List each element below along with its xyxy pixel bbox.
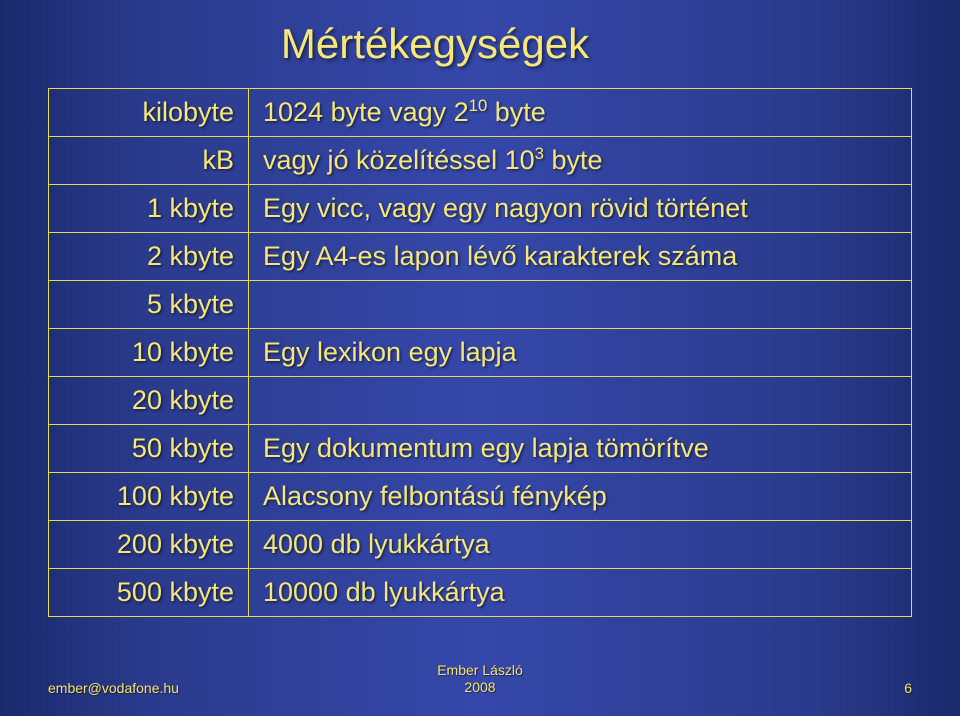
unit-cell: 20 kbyte [49,377,249,425]
unit-cell: 5 kbyte [49,281,249,329]
desc-text-pre: 10000 db lyukkártya [263,577,505,607]
unit-cell: kilobyte [49,89,249,137]
unit-cell: 500 kbyte [49,569,249,617]
desc-text-pre: Egy lexikon egy lapja [263,337,517,367]
footer-author-year: 2008 [464,679,495,695]
desc-text-superscript: 10 [469,96,488,115]
units-tbody: kilobyte1024 byte vagy 210 bytekBvagy jó… [49,89,912,617]
table-row: 2 kbyte Egy A4-es lapon lévő karakterek s… [49,233,912,281]
table-row: 200 kbyte 4000 db lyukkártya [49,521,912,569]
table-row: 5 kbyte [49,281,912,329]
table-row: 20 kbyte [49,377,912,425]
table-row: 50 kbyte Egy dokumentum egy lapja tömörít… [49,425,912,473]
table-row: 10 kbyte Egy lexikon egy lapja [49,329,912,377]
footer-author: Ember László 2008 [0,662,960,696]
units-table: kilobyte1024 byte vagy 210 bytekBvagy jó… [48,88,912,617]
description-cell: Egy vicc, vagy egy nagyon rövid történet [249,185,912,233]
description-cell: Egy dokumentum egy lapja tömörítve [249,425,912,473]
table-row: kBvagy jó közelítéssel 103 byte [49,137,912,185]
desc-text-pre: Egy A4-es lapon lévő karakterek száma [263,241,737,271]
unit-cell: 1 kbyte [49,185,249,233]
description-cell: Egy lexikon egy lapja [249,329,912,377]
unit-cell: 100 kbyte [49,473,249,521]
desc-text-pre: Egy dokumentum egy lapja tömörítve [263,433,709,463]
table-row: 1 kbyte Egy vicc, vagy egy nagyon rövid t… [49,185,912,233]
unit-cell: kB [49,137,249,185]
description-cell [249,281,912,329]
desc-text-post: byte [487,97,546,127]
desc-text-pre: vagy jó közelítéssel 10 [263,145,535,175]
table-row: kilobyte1024 byte vagy 210 byte [49,89,912,137]
desc-text-pre: Alacsony felbontású fénykép [263,481,607,511]
slide: Mértékegységek kilobyte1024 byte vagy 21… [0,0,960,716]
desc-text-pre: 4000 db lyukkártya [263,529,490,559]
unit-cell: 2 kbyte [49,233,249,281]
unit-cell: 50 kbyte [49,425,249,473]
unit-cell: 10 kbyte [49,329,249,377]
footer-author-name: Ember László [437,662,523,678]
table-row: 500 kbyte 10000 db lyukkártya [49,569,912,617]
footer-page-number: 6 [904,680,912,696]
desc-text-pre: Egy vicc, vagy egy nagyon rövid történet [263,193,748,223]
desc-text-post: byte [544,145,603,175]
description-cell: 1024 byte vagy 210 byte [249,89,912,137]
description-cell [249,377,912,425]
description-cell: 10000 db lyukkártya [249,569,912,617]
desc-text-superscript: 3 [535,144,544,163]
unit-cell: 200 kbyte [49,521,249,569]
description-cell: 4000 db lyukkártya [249,521,912,569]
description-cell: Alacsony felbontású fénykép [249,473,912,521]
desc-text-pre: 1024 byte vagy 2 [263,97,469,127]
table-row: 100 kbyte Alacsony felbontású fénykép [49,473,912,521]
slide-title: Mértékegységek [0,20,912,68]
description-cell: Egy A4-es lapon lévő karakterek száma [249,233,912,281]
description-cell: vagy jó közelítéssel 103 byte [249,137,912,185]
